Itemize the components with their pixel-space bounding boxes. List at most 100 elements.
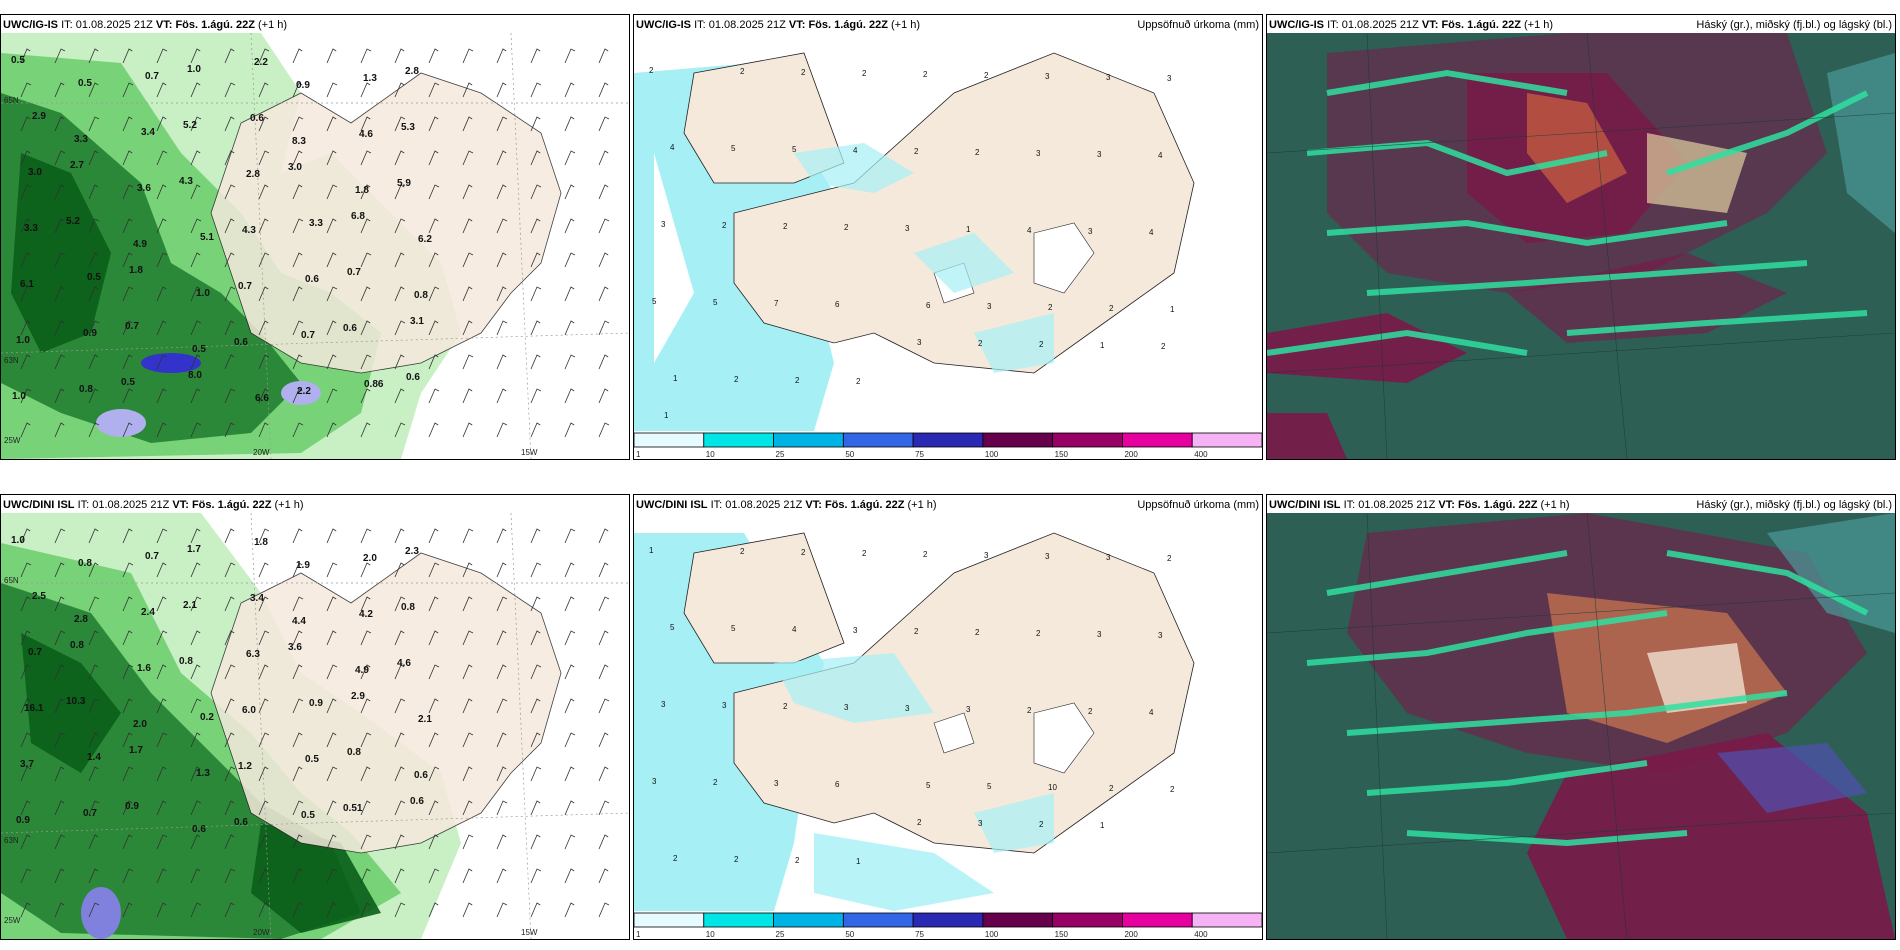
- wind-value-label: 3.6: [288, 642, 302, 653]
- wind-barb: [54, 82, 65, 98]
- wind-barb: [598, 698, 610, 714]
- wind-barb: [428, 698, 439, 714]
- wind-value-label: 1.2: [238, 761, 252, 772]
- precip-value-label: 2: [722, 221, 727, 230]
- wind-value-label: 1.0: [196, 288, 210, 299]
- precip-map: 65N 63N 12222333255432223333233322432365…: [634, 513, 1262, 939]
- wind-value-label: 0.6: [192, 824, 206, 835]
- wind-barb: [258, 252, 270, 268]
- precip-value-label: 2: [734, 855, 739, 864]
- wind-barb: [496, 116, 508, 132]
- wind-barb: [462, 834, 474, 850]
- wind-barb: [258, 218, 269, 234]
- wind-barb: [54, 800, 65, 816]
- wind-barb: [156, 252, 168, 268]
- colorbar-segment: [1052, 432, 1123, 448]
- cloud-map: [1267, 33, 1895, 459]
- colorbar-segment: [912, 912, 984, 928]
- wind-barb: [428, 902, 439, 918]
- colorbar-tick: 25: [776, 930, 785, 939]
- wind-barb: [326, 902, 337, 918]
- wind-barb: [360, 286, 371, 302]
- wind-barb: [496, 732, 507, 748]
- precip-value-label: 2: [1048, 303, 1053, 312]
- precip-colorbar: 1 10 25 50 75 100 150 200 400: [634, 432, 1262, 459]
- colorbar-tick: 150: [1055, 930, 1069, 939]
- wind-barb: [88, 422, 100, 438]
- wind-panel-row2: UWC/DINI ISL IT: 01.08.2025 21Z VT: Fös.…: [0, 494, 630, 940]
- wind-barb: [360, 630, 372, 646]
- wind-barb: [156, 732, 168, 748]
- wind-barb: [496, 48, 507, 64]
- wind-barb: [156, 766, 167, 782]
- precip-value-label: 7: [774, 299, 779, 308]
- wind-barb: [530, 766, 542, 782]
- wind-value-label: 3.3: [74, 134, 88, 145]
- wind-barb: [54, 252, 66, 268]
- colorbar-segment: [773, 912, 844, 928]
- wind-value-label: 2.4: [141, 607, 155, 618]
- precip-value-label: 2: [795, 856, 800, 865]
- precip-value-label: 4: [792, 625, 797, 634]
- precip-map-svg: 65N 63N 12222333255432223333233322432365…: [634, 513, 1262, 911]
- wind-barb: [496, 320, 508, 336]
- wind-barb: [292, 150, 303, 166]
- precip-value-label: 10: [1048, 783, 1057, 792]
- wind-barb: [530, 286, 542, 302]
- precip-value-label: 2: [862, 549, 867, 558]
- wind-barb: [88, 834, 99, 850]
- wind-barb: [530, 596, 541, 612]
- lon-label: 25W: [4, 916, 21, 925]
- wind-barb: [428, 664, 440, 680]
- wind-barb: [360, 834, 372, 850]
- wind-barb: [54, 286, 65, 302]
- wind-value-label: 2.5: [32, 591, 46, 602]
- wind-barb: [224, 388, 236, 404]
- wind-value-label: 4.3: [242, 225, 256, 236]
- wind-barb: [292, 834, 303, 850]
- wind-barb: [156, 664, 167, 680]
- precip-value-label: 4: [670, 143, 675, 152]
- wind-barb: [292, 388, 303, 404]
- wind-barb: [462, 82, 473, 98]
- wind-barb: [190, 116, 202, 132]
- precip-value-label: 1: [1100, 821, 1105, 830]
- wind-barb: [564, 218, 575, 234]
- wind-barb: [258, 286, 269, 302]
- wind-barb: [428, 800, 439, 816]
- wind-barb: [428, 82, 440, 98]
- wind-value-label: 2.1: [183, 600, 197, 611]
- wind-barb: [54, 48, 66, 64]
- precip-value-label: 5: [926, 781, 931, 790]
- wind-barb: [258, 116, 269, 132]
- precip-value-label: 2: [914, 147, 919, 156]
- wind-barb: [394, 834, 405, 850]
- wind-barb: [326, 354, 337, 370]
- wind-barb: [292, 766, 303, 782]
- wind-barb: [224, 562, 236, 578]
- colorbar-tick: 10: [706, 450, 715, 459]
- wind-barb: [360, 596, 371, 612]
- wind-barb: [530, 252, 541, 268]
- wind-barb: [88, 184, 99, 200]
- wind-barb: [598, 664, 609, 680]
- wind-barb: [292, 116, 304, 132]
- wind-barb: [258, 902, 269, 918]
- wind-value-label: 4.9: [133, 239, 147, 250]
- precip-value-label: 3: [722, 701, 727, 710]
- wind-barb: [530, 732, 541, 748]
- wind-barb: [122, 800, 133, 816]
- wind-barb: [496, 286, 507, 302]
- wind-barb: [292, 286, 303, 302]
- colorbar-segment: [703, 912, 774, 928]
- wind-barb: [292, 630, 303, 646]
- wind-barb: [462, 48, 474, 64]
- precip-value-label: 2: [1036, 629, 1041, 638]
- wind-value-label: 0.5: [87, 272, 101, 283]
- wind-value-label: 1.3: [363, 73, 377, 84]
- wind-barb: [598, 252, 609, 268]
- wind-barb: [530, 150, 541, 166]
- colorbar-segment: [842, 912, 914, 928]
- wind-barb: [20, 800, 31, 816]
- wind-barb: [326, 766, 338, 782]
